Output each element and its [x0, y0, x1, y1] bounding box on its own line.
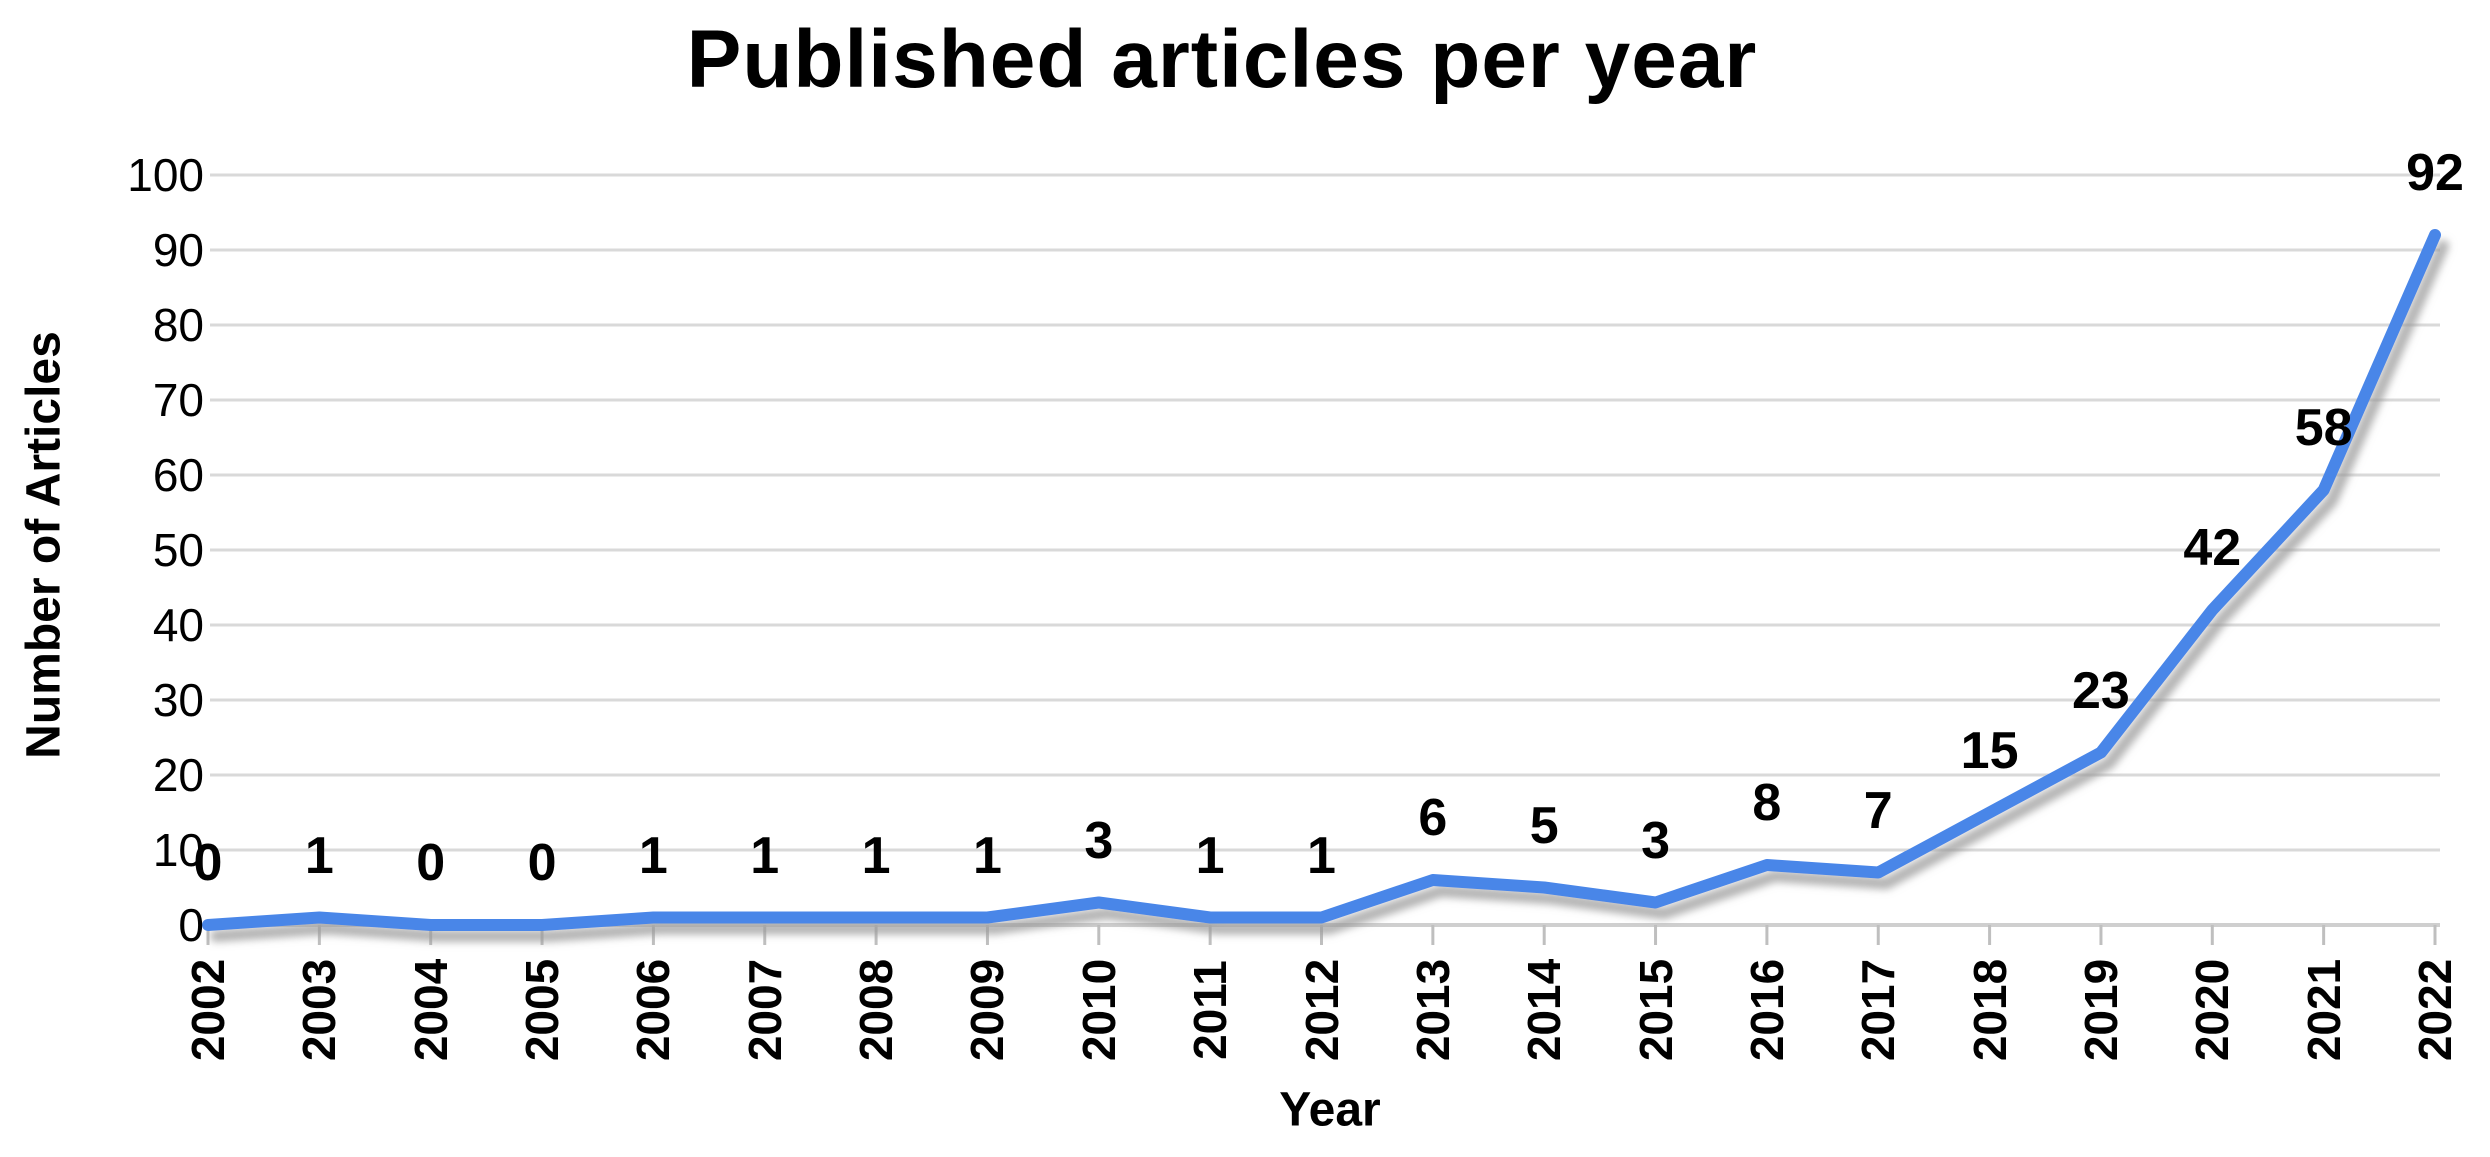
y-tick-label: 70: [152, 374, 204, 426]
data-label: 42: [2183, 519, 2242, 577]
x-tick-label: 2022: [2409, 958, 2461, 1062]
data-label: 23: [2072, 661, 2130, 720]
y-tick-label: 80: [152, 299, 204, 351]
x-tick-label: 2010: [1072, 958, 1125, 1062]
x-tick-label: 2012: [1295, 958, 1348, 1062]
y-tick-label: 100: [127, 149, 204, 201]
data-label: 6: [1418, 789, 1448, 847]
x-tick-label: 2019: [2074, 958, 2127, 1062]
x-tick-label: 2014: [1518, 958, 1571, 1062]
x-tick-label: 2004: [404, 958, 457, 1062]
data-label: 58: [2294, 399, 2353, 457]
data-label: 0: [527, 834, 557, 892]
x-tick-label: 2015: [1629, 958, 1682, 1062]
y-tick-label: 10: [152, 824, 204, 876]
x-tick-label: 2011: [1184, 960, 1237, 1060]
x-tick-label: 2003: [293, 958, 346, 1062]
x-tick-label: 2007: [738, 958, 791, 1062]
data-label: 0: [193, 834, 223, 892]
data-label: 0: [416, 834, 446, 892]
x-axis-title: Year: [1279, 1083, 1381, 1137]
data-label: 15: [1960, 721, 2019, 780]
data-label: 5: [1529, 796, 1559, 855]
data-label: 3: [1084, 811, 1114, 870]
data-label: 3: [1641, 811, 1671, 870]
series-line: [202, 229, 2441, 931]
data-label: 1: [1307, 826, 1336, 885]
x-tick-label: 2006: [627, 958, 680, 1062]
chart-title: Published articles per year: [686, 14, 1758, 105]
data-label: 1: [638, 826, 668, 885]
x-tick-label: 2017: [1852, 958, 1905, 1062]
x-tick-label: 2013: [1406, 958, 1459, 1062]
y-tick-label: 0: [178, 899, 204, 951]
data-label: 1: [750, 826, 780, 885]
x-tick-label: 2021: [2297, 958, 2350, 1062]
data-label: 1: [1195, 826, 1225, 885]
data-label: 1: [972, 826, 1002, 885]
data-label: 1: [304, 826, 334, 885]
data-label: 1: [861, 826, 891, 885]
y-tick-label: 40: [152, 599, 204, 651]
x-tick-label: 2020: [2186, 958, 2239, 1062]
y-tick-label: 90: [152, 224, 204, 276]
x-tick-label: 2005: [516, 958, 569, 1062]
x-tick-label: 2002: [182, 958, 234, 1062]
x-tick-label: 2009: [961, 958, 1014, 1062]
data-label: 92: [2406, 144, 2464, 202]
x-tick-label: 2016: [1740, 958, 1793, 1062]
y-tick-label: 60: [152, 449, 204, 501]
x-tick-label: 2008: [850, 958, 903, 1062]
x-tick-label: 2018: [1963, 958, 2016, 1062]
data-label: 7: [1863, 781, 1893, 840]
y-tick-label: 30: [152, 674, 204, 726]
y-tick-label: 20: [152, 749, 204, 801]
y-tick-label: 50: [152, 524, 204, 576]
data-label: 8: [1752, 774, 1782, 832]
